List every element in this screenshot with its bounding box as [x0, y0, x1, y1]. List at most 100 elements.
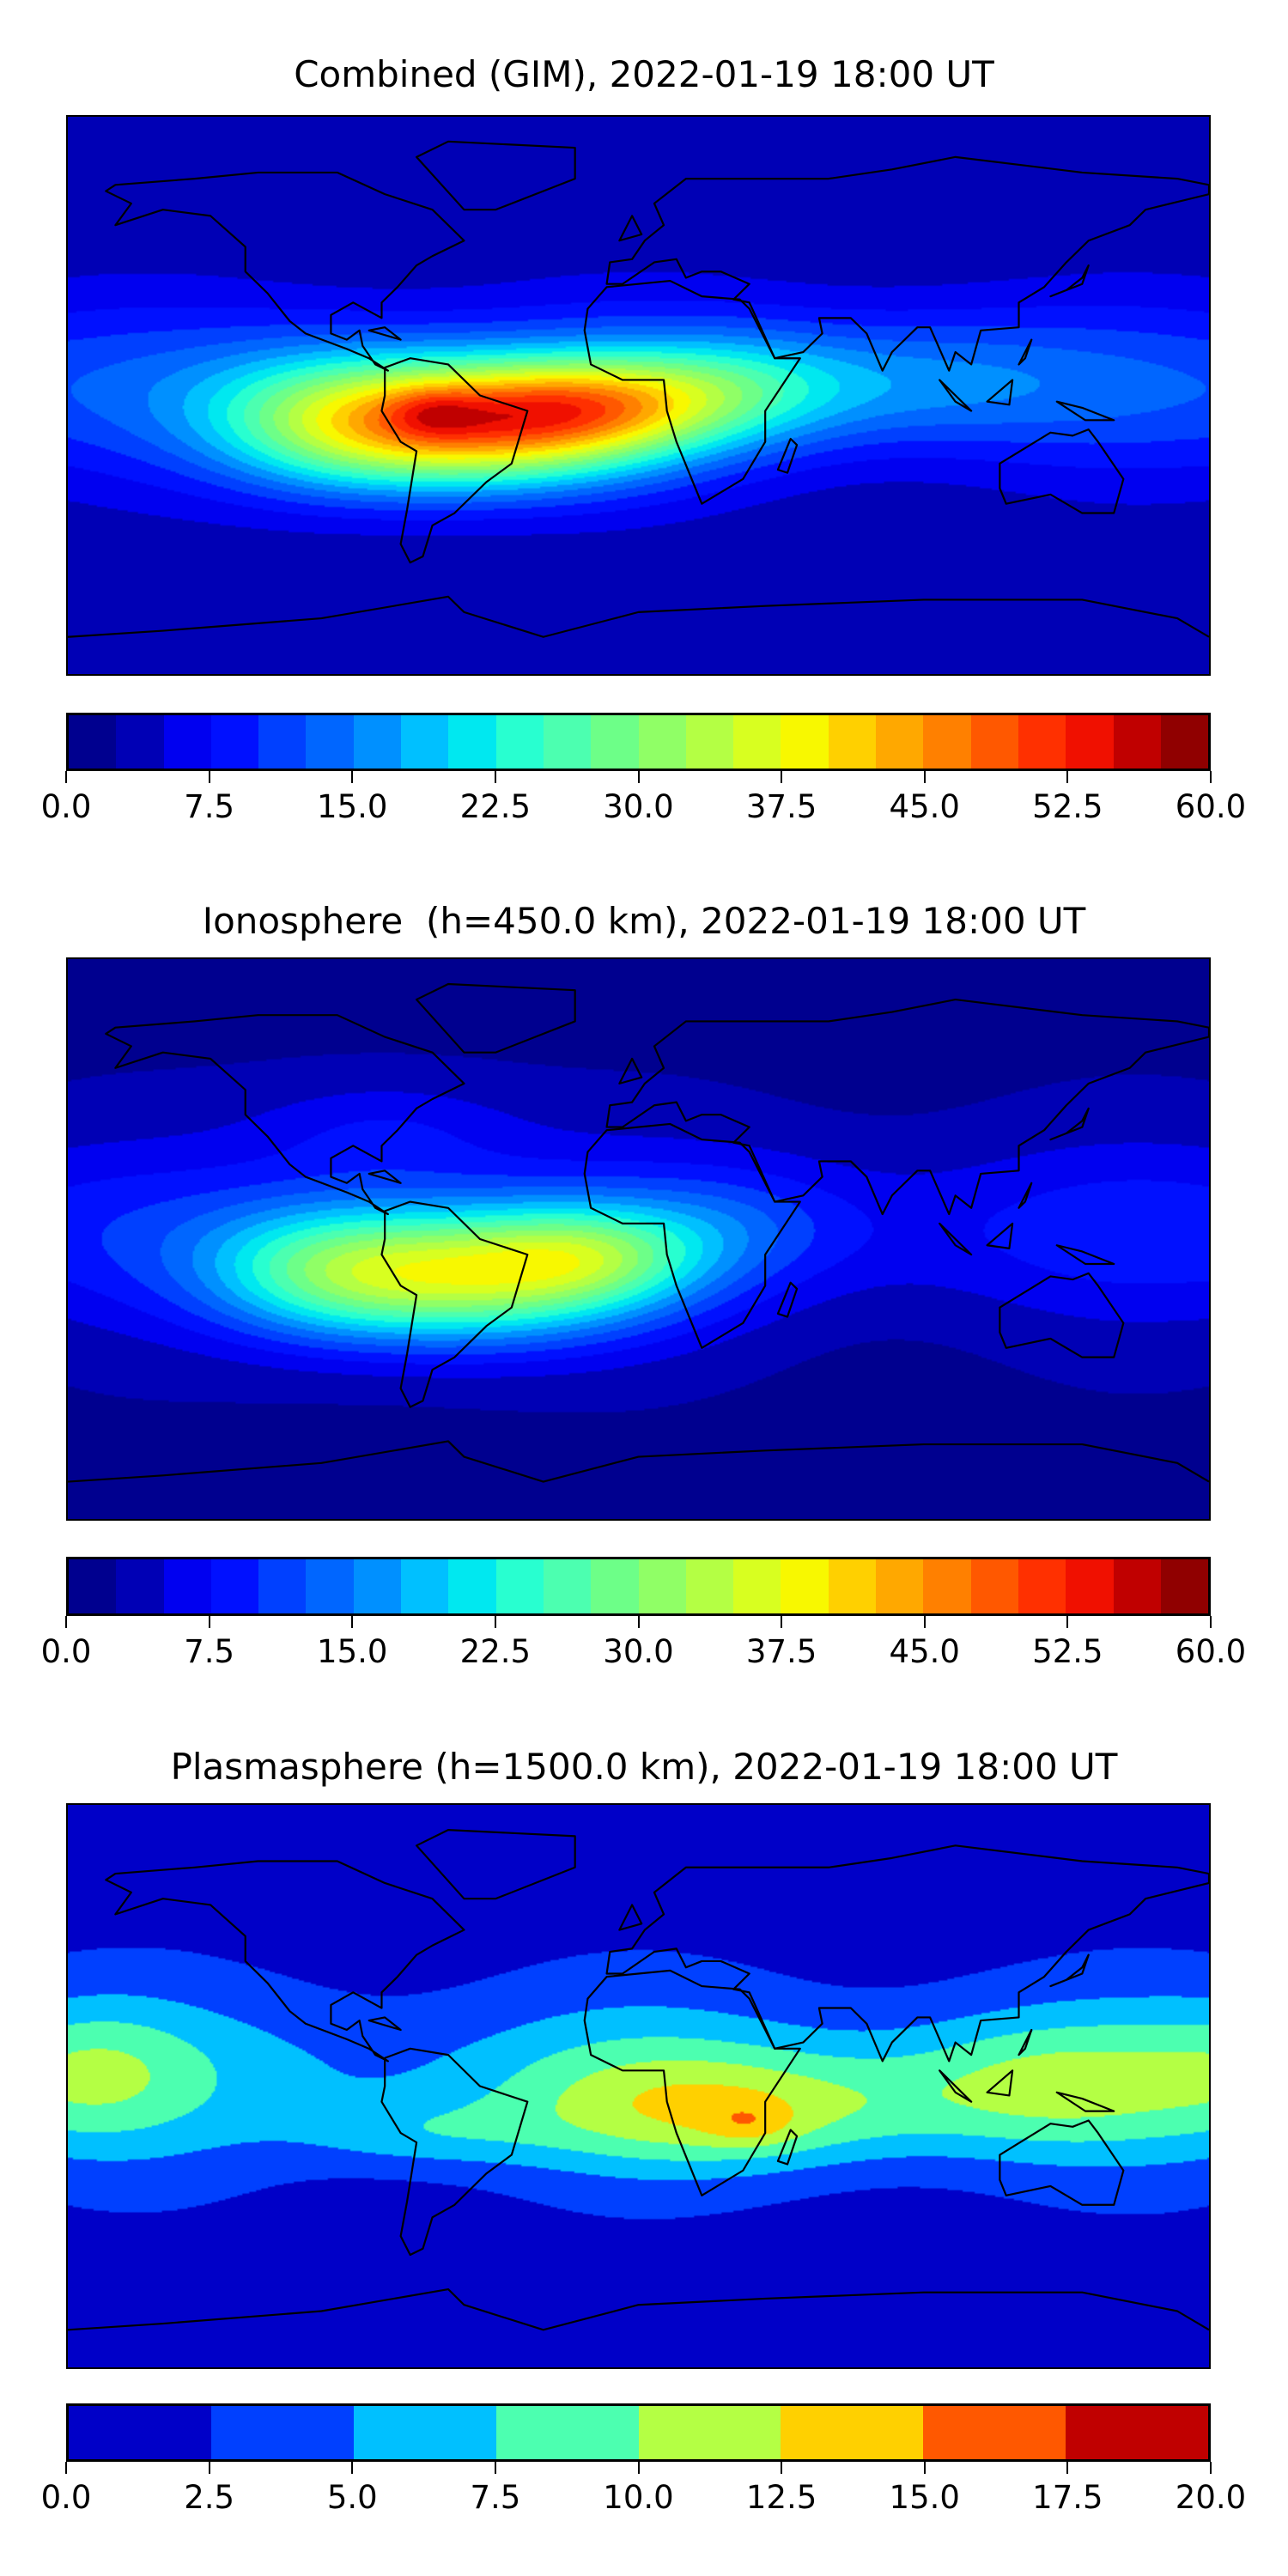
colorbar-segment [495, 715, 544, 769]
colorbar-segment [163, 715, 211, 769]
coastline [583, 1122, 801, 1349]
colorbar-tick-mark [637, 771, 640, 783]
colorbar-segment [306, 715, 354, 769]
colorbar-segment [353, 2406, 496, 2459]
coastline [776, 1281, 799, 1318]
colorbar-tick-mark [923, 2462, 926, 2474]
colorbar-segment [923, 1559, 971, 1613]
colorbar-segment [1160, 1559, 1209, 1613]
colorbar-tick-mark [1210, 771, 1212, 783]
panel-3-map [66, 1803, 1211, 2369]
colorbar-tick-label: 2.5 [184, 2479, 235, 2516]
coastline [1049, 264, 1090, 298]
coastline [939, 2028, 1115, 2112]
coastline [605, 1844, 1209, 2063]
colorbar-tick-label: 22.5 [459, 788, 532, 825]
coastline [368, 1904, 643, 2032]
colorbar-tick-mark [1210, 2462, 1212, 2474]
colorbar-segment [781, 2406, 924, 2459]
colorbar-segment [781, 715, 829, 769]
panel-2-colorbar [66, 1557, 1211, 1616]
colorbar-segment [685, 715, 734, 769]
colorbar-tick-label: 15.0 [317, 1633, 388, 1670]
colorbar-segment [306, 1559, 354, 1613]
colorbar-segment [1113, 1559, 1161, 1613]
coastline [999, 1272, 1125, 1358]
colorbar-tick-label: 37.5 [745, 788, 817, 825]
colorbar-segment [353, 1559, 402, 1613]
colorbar-tick-mark [351, 2462, 354, 2474]
coastline [605, 155, 1209, 372]
colorbar-segment [876, 715, 924, 769]
panel-2-title: Ionosphere (h=450.0 km), 2022-01-19 18:0… [202, 900, 1086, 942]
colorbar-tick-label: 5.0 [326, 2479, 378, 2516]
colorbar-segment [210, 2406, 354, 2459]
colorbar-segment [1113, 715, 1161, 769]
colorbar-segment [69, 1559, 117, 1613]
coastline [999, 428, 1125, 514]
coastline [939, 1182, 1115, 1266]
coastline [1049, 1107, 1090, 1141]
contour-field [68, 1805, 1209, 2367]
colorbar-tick-label: 0.0 [40, 788, 92, 825]
colorbar-tick-label: 52.5 [1032, 1633, 1103, 1670]
colorbar-segment [733, 715, 781, 769]
colorbar-tick-mark [1066, 771, 1069, 783]
coastline [583, 280, 801, 505]
coastlines [68, 1829, 1209, 2331]
colorbar-tick-mark [208, 771, 210, 783]
colorbar-tick-mark [781, 771, 783, 783]
colorbar-segment [1018, 1559, 1066, 1613]
colorbar-tick-mark [208, 2462, 210, 2474]
coastline [415, 1829, 576, 1900]
colorbar-tick-label: 20.0 [1175, 2479, 1247, 2516]
colorbar-tick-label: 7.5 [184, 1633, 235, 1670]
colorbar-segment [923, 2406, 1066, 2459]
panel-3-colorbar [66, 2403, 1211, 2462]
colorbar-tick-mark [494, 2462, 496, 2474]
colorbar-tick-mark [351, 771, 354, 783]
colorbar-tick-mark [65, 1616, 67, 1628]
colorbar-tick-label: 15.0 [889, 2479, 960, 2516]
colorbar-segment [116, 715, 164, 769]
coastline [605, 999, 1209, 1216]
panel-1-map [66, 115, 1211, 676]
colorbar-tick-label: 30.0 [603, 788, 674, 825]
colorbar-tick-label: 0.0 [40, 2479, 92, 2516]
coastline [999, 2119, 1125, 2206]
colorbar-segment [69, 2406, 211, 2459]
colorbar-tick-mark [494, 1616, 496, 1628]
colorbar-tick-label: 60.0 [1175, 1633, 1247, 1670]
coastline [415, 140, 576, 211]
colorbar-segment [781, 1559, 829, 1613]
colorbar-segment [258, 715, 307, 769]
colorbar-tick-mark [65, 2462, 67, 2474]
panel-1-title: Combined (GIM), 2022-01-19 18:00 UT [294, 53, 994, 95]
coastline [68, 2287, 1209, 2331]
colorbar-tick-mark [351, 1616, 354, 1628]
coastline [105, 1014, 465, 1216]
colorbar-segment [353, 715, 402, 769]
colorbar-tick-mark [1066, 2462, 1069, 2474]
colorbar-segment [448, 1559, 496, 1613]
panel-2-map [66, 957, 1211, 1521]
colorbar-segment [733, 1559, 781, 1613]
coastline [105, 1860, 465, 2063]
coastlines [68, 982, 1209, 1483]
colorbar-tick-mark [637, 1616, 640, 1628]
coastline [583, 1969, 801, 2196]
colorbar-segment [638, 2406, 781, 2459]
colorbar-segment [1018, 715, 1066, 769]
colorbar-segment [970, 715, 1018, 769]
colorbar-tick-mark [494, 771, 496, 783]
coastline [368, 1057, 643, 1184]
colorbar-tick-label: 52.5 [1032, 788, 1103, 825]
colorbar-segment [970, 1559, 1018, 1613]
colorbar-segment [1160, 715, 1209, 769]
colorbar-tick-mark [923, 771, 926, 783]
colorbar-segment [591, 715, 639, 769]
colorbar-tick-mark [208, 1616, 210, 1628]
coastline [105, 171, 465, 372]
coastline [1049, 1953, 1090, 1988]
colorbar-tick-label: 60.0 [1175, 788, 1247, 825]
